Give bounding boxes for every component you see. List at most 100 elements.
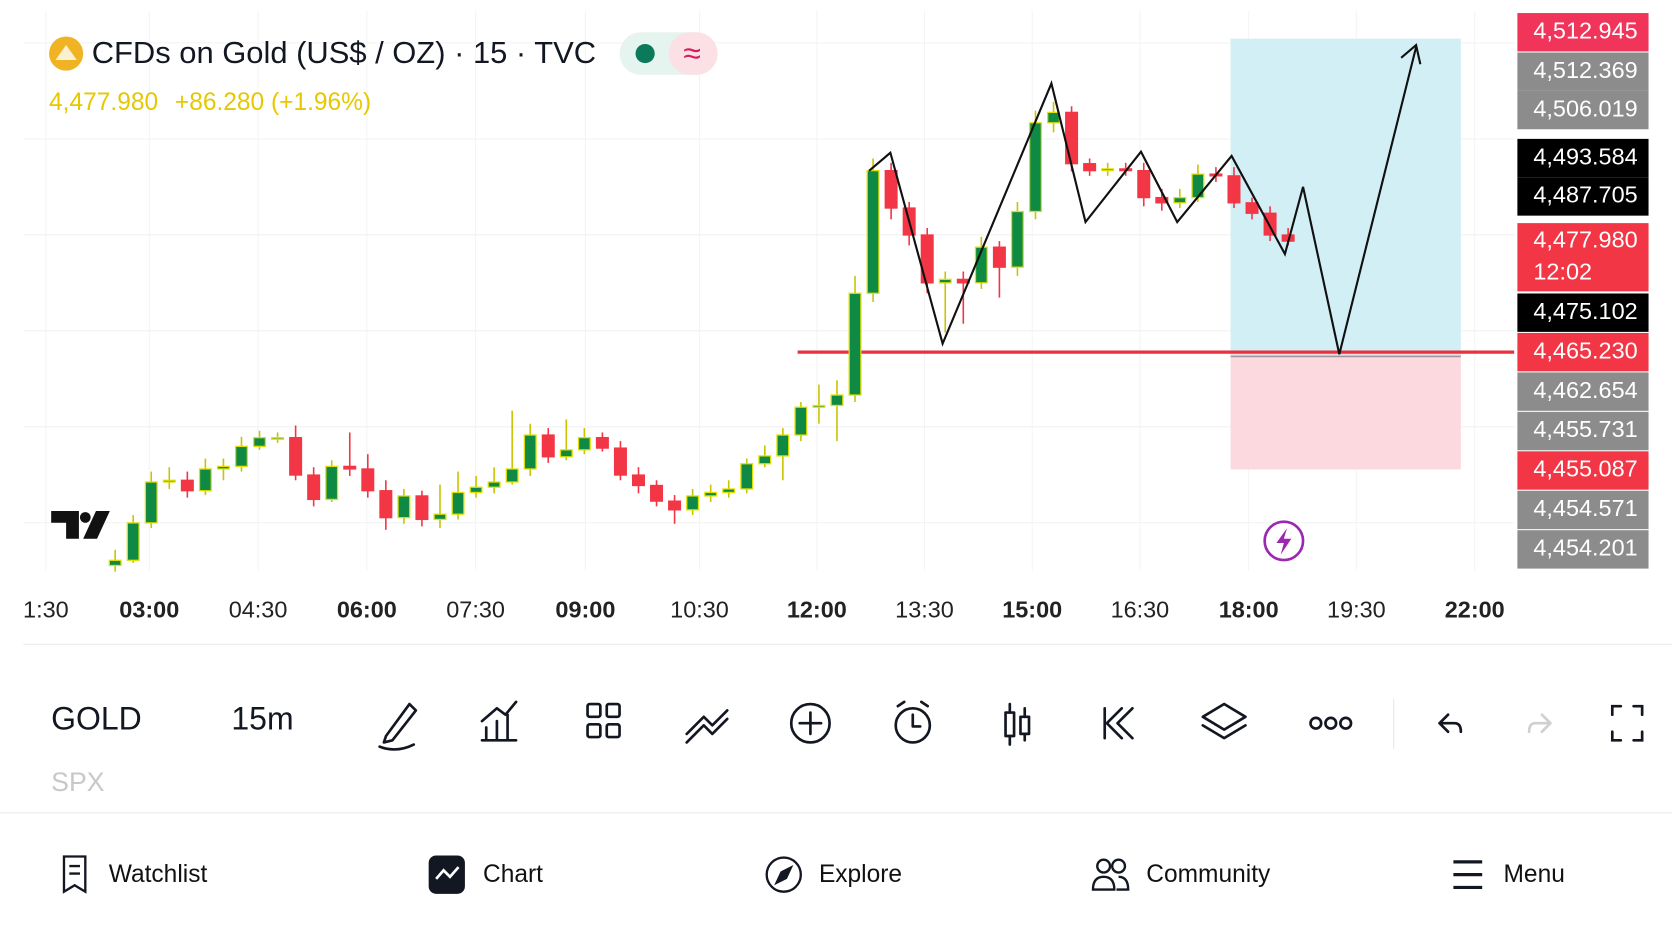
candle-body: [595, 437, 609, 449]
price-change: +86.280 (+1.96%): [175, 89, 371, 116]
more-tool[interactable]: [1309, 716, 1353, 730]
time-label: 07:30: [446, 596, 505, 622]
candle-body: [776, 434, 790, 457]
time-label: 04:30: [229, 596, 288, 622]
price-label-box: [1517, 411, 1649, 451]
time-label: 03:00: [119, 596, 179, 622]
candle-body: [1191, 173, 1205, 199]
redo-button[interactable]: [1527, 713, 1552, 734]
candle-body: [1028, 122, 1042, 213]
layout-tool[interactable]: [586, 702, 621, 739]
time-label: 10:30: [670, 596, 729, 622]
price-label: 4,477.980: [1533, 226, 1637, 252]
candle-body: [686, 495, 700, 511]
candle-body: [379, 490, 393, 519]
candle-body: [884, 169, 898, 209]
candle-body: [397, 495, 411, 519]
draw-tool[interactable]: [378, 702, 418, 751]
bottom-nav: Watchlist Chart Explore Community Menu: [62, 855, 1565, 894]
toolbar: GOLD 15m SPX: [51, 698, 1644, 797]
lightning-button[interactable]: [1263, 520, 1305, 562]
candle-body: [415, 495, 429, 521]
undo-button[interactable]: [1438, 713, 1463, 734]
alert-tool[interactable]: [894, 700, 932, 744]
header: CFDs on Gold (US$ / OZ) · 15 · TVC ≈ 4,4…: [49, 32, 718, 116]
explore-tab[interactable]: Explore: [765, 856, 902, 893]
next-symbol[interactable]: SPX: [51, 767, 105, 797]
time-label: 16:30: [1111, 596, 1170, 622]
indicators-tool[interactable]: [480, 700, 518, 742]
candle-body: [505, 468, 519, 483]
candle-body: [559, 449, 573, 458]
candle-body: [848, 292, 862, 396]
price-label: 4,487.705: [1533, 182, 1637, 208]
candle-body: [1137, 169, 1151, 199]
price-label-box: [1517, 490, 1649, 530]
candle-body: [451, 491, 465, 515]
candle-body: [325, 465, 339, 501]
last-price: 4,477.980: [49, 89, 158, 116]
price-label: 4,455.087: [1533, 456, 1637, 482]
watchlist-tab[interactable]: Watchlist: [62, 855, 208, 894]
price-label: 4,512.945: [1533, 17, 1637, 43]
price-label-box: [1517, 372, 1649, 411]
community-tab[interactable]: Community: [1091, 858, 1271, 891]
candle-body: [271, 437, 285, 440]
candle-body: [1083, 163, 1097, 172]
candle-body: [523, 434, 537, 470]
candles: [108, 101, 1295, 572]
candle-body: [577, 437, 591, 451]
candle-body: [992, 246, 1006, 268]
candle-body: [180, 479, 194, 492]
nav-label: Chart: [483, 861, 543, 888]
nav-label: Community: [1146, 861, 1271, 888]
candle-body: [631, 474, 645, 487]
time-label: 18:00: [1219, 596, 1279, 622]
time-label: 15:00: [1002, 596, 1062, 622]
candle-body: [144, 481, 158, 524]
candle-body: [1010, 210, 1024, 268]
price-label-box: [1517, 138, 1649, 178]
candle-body: [253, 437, 267, 447]
bar-countdown: 12:02: [1533, 258, 1592, 284]
profit-zone: [1230, 38, 1461, 355]
price-label: 4,475.102: [1533, 298, 1637, 324]
candle-body: [361, 468, 375, 492]
compare-tool[interactable]: [685, 709, 729, 744]
candle-body: [794, 406, 808, 436]
interval-button[interactable]: 15m: [231, 701, 293, 737]
candle-body: [740, 463, 754, 490]
price-label-box: [1517, 177, 1649, 216]
fullscreen-button[interactable]: [1610, 704, 1644, 742]
candle-body: [1047, 111, 1061, 124]
candle-body: [469, 486, 483, 494]
candle-body: [830, 394, 844, 407]
time-scale: 1:30 03:00 04:30 06:00 07:30 09:00 10:30 12:00 1…: [23, 596, 1505, 622]
price-label: 4,455.731: [1533, 416, 1637, 442]
candle-body: [704, 491, 718, 497]
candle-body: [433, 513, 447, 521]
chart-title: CFDs on Gold (US$ / OZ) · 15 · TVC: [92, 35, 596, 70]
price-label-box: [1517, 451, 1649, 490]
menu-tab[interactable]: Menu: [1453, 860, 1565, 890]
candle-body: [1065, 111, 1079, 165]
candle-body: [198, 468, 212, 492]
replay-bars-tool[interactable]: [1004, 702, 1031, 746]
candle-body: [668, 500, 682, 511]
price-label: 4,512.369: [1533, 57, 1637, 83]
chart-tab[interactable]: Chart: [428, 855, 544, 894]
layers-tool[interactable]: [1201, 702, 1247, 740]
replay-tool[interactable]: [1103, 706, 1134, 740]
price-label: 4,462.654: [1533, 377, 1637, 403]
candle-body: [307, 474, 321, 501]
price-scale: 4,512.945 4,512.369 4,506.019 4,493.584 4,48…: [1517, 13, 1649, 569]
candle-body: [866, 169, 880, 294]
candle-body: [108, 559, 122, 567]
price-label: 4,454.571: [1533, 495, 1637, 521]
candle-body: [613, 447, 627, 476]
symbol-button[interactable]: GOLD: [51, 701, 142, 737]
candle-body: [343, 465, 357, 470]
add-tool[interactable]: [789, 702, 831, 744]
price-label: 4,506.019: [1533, 95, 1637, 121]
